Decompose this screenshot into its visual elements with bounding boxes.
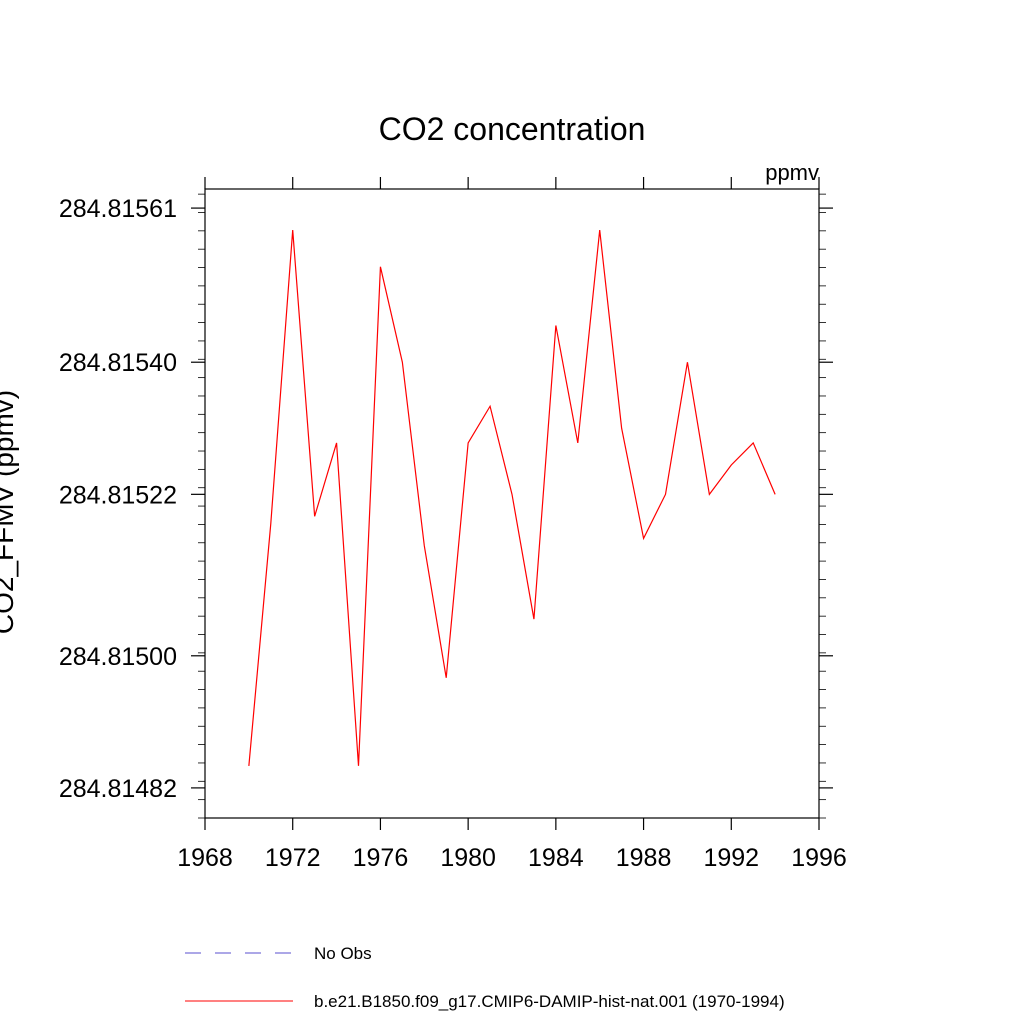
legend-label-0: No Obs — [314, 944, 372, 963]
x-tick-label: 1976 — [353, 844, 409, 872]
chart-title: CO2 concentration — [379, 111, 646, 147]
x-tick-label: 1992 — [703, 844, 759, 872]
x-tick-label: 1988 — [616, 844, 672, 872]
legend-label-1: b.e21.B1850.f09_g17.CMIP6-DAMIP-hist-nat… — [314, 992, 785, 1011]
series-group — [248, 230, 776, 766]
plot-frame — [204, 188, 820, 819]
series-line-1 — [248, 230, 776, 766]
x-tick-label: 1984 — [528, 844, 584, 872]
units-label: ppmv — [765, 160, 819, 185]
y-tick-label: 284.81522 — [59, 481, 177, 509]
y-tick-label: 284.81500 — [59, 643, 177, 671]
x-tick-label: 1972 — [265, 844, 321, 872]
y-tick-label: 284.81482 — [59, 775, 177, 803]
axis-ticks: 1968 1972 1976 1980 1984 1988 1992 1996 284.8148… — [59, 177, 847, 872]
legend: No Obs b.e21.B1850.f09_g17.CMIP6-DAMIP-hi… — [185, 944, 785, 1011]
y-tick-label: 284.81540 — [59, 349, 177, 377]
y-axis-label: CO2_FFMV (ppmv) — [0, 390, 19, 634]
y-tick-label: 284.81561 — [59, 195, 177, 223]
x-tick-label: 1996 — [791, 844, 847, 872]
x-tick-label: 1980 — [440, 844, 496, 872]
x-tick-label: 1968 — [177, 844, 233, 872]
